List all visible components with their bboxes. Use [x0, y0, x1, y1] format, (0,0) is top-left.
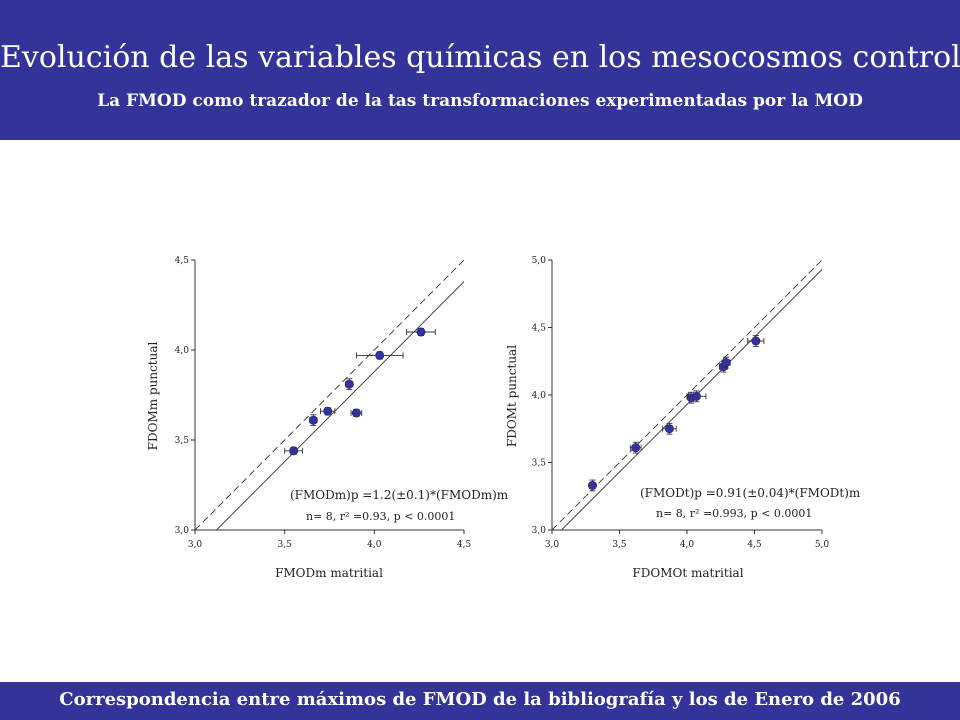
chart-left-x-tick-label: 3,5	[278, 540, 293, 550]
chart-right-marker	[664, 424, 674, 434]
chart-left-marker	[375, 350, 385, 360]
chart-left-identity-line	[195, 260, 464, 530]
chart-left-xlabel: FMODm matritial	[275, 566, 383, 580]
page-title: Evolución de las variables químicas en l…	[0, 40, 960, 75]
chart-left-y-tick-label: 4,0	[175, 346, 190, 356]
chart-left-x-tick-label: 3,0	[188, 540, 203, 550]
header-banner: Evolución de las variables químicas en l…	[0, 0, 960, 140]
chart-right: FDOMOt matritial FDOMt punctual (FMODt)p…	[505, 256, 861, 580]
chart-right-point	[629, 441, 642, 454]
chart-right-marker	[631, 443, 641, 453]
chart-right-fit-line	[560, 269, 822, 530]
chart-left-equation: (FMODm)p =1.2(±0.1)*(FMODm)m	[290, 488, 509, 502]
chart-right-y-tick-label: 4,0	[532, 391, 547, 401]
chart-left-marker	[351, 408, 361, 418]
chart-left-ylabel: FDOMm punctual	[146, 342, 160, 451]
chart-left-x-tick-label: 4,0	[367, 540, 382, 550]
chart-left: FMODm matritial FDOMm punctual (FMODm)p …	[146, 256, 509, 580]
footer-caption: Correspondencia entre máximos de FMOD de…	[59, 689, 901, 710]
chart-right-point	[721, 356, 731, 369]
chart-left-marker	[289, 446, 299, 456]
chart-left-point	[320, 406, 336, 416]
chart-right-marker	[751, 336, 761, 346]
chart-left-reference-lines	[195, 260, 464, 530]
chart-left-point	[308, 414, 318, 427]
page-subtitle: La FMOD como trazador de la tas transfor…	[97, 91, 863, 111]
chart-right-y-tick-label: 3,0	[532, 526, 547, 536]
chart-right-point	[662, 422, 677, 435]
chart-right-x-tick-label: 3,5	[612, 540, 627, 550]
chart-right-point	[587, 479, 597, 492]
chart-left-point	[344, 378, 354, 391]
chart-right-y-tick-label: 4,5	[532, 324, 547, 334]
chart-right-y-tick-label: 3,5	[532, 459, 547, 469]
chart-right-point	[686, 390, 707, 403]
chart-left-point	[355, 350, 404, 360]
chart-left-point	[284, 446, 304, 456]
chart-right-equation: (FMODt)p =0.91(±0.04)*(FMODt)m	[640, 486, 861, 500]
chart-right-point	[747, 335, 765, 347]
chart-left-marker	[323, 406, 333, 416]
chart-left-point	[350, 408, 363, 418]
chart-left-fit-line	[215, 281, 464, 530]
chart-right-stats: n= 8, r² =0.993, p < 0.0001	[656, 507, 812, 520]
chart-left-y-tick-label: 3,0	[175, 526, 190, 536]
chart-left-marker	[344, 379, 354, 389]
chart-left-x-tick-label: 4,5	[457, 540, 472, 550]
chart-left-y-tick-label: 4,5	[175, 256, 190, 266]
footer-banner: Correspondencia entre máximos de FMOD de…	[0, 682, 960, 720]
chart-right-ylabel: FDOMt punctual	[505, 345, 519, 447]
chart-right-x-tick-label: 4,0	[680, 540, 695, 550]
chart-right-marker	[587, 480, 597, 490]
chart-right-x-tick-label: 4,5	[747, 540, 762, 550]
chart-right-marker	[721, 358, 731, 368]
chart-left-marker	[416, 327, 426, 337]
chart-right-x-tick-label: 3,0	[545, 540, 560, 550]
chart-left-marker	[308, 415, 318, 425]
chart-right-x-tick-label: 5,0	[815, 540, 830, 550]
chart-left-stats: n= 8, r² =0.93, p < 0.0001	[306, 510, 455, 523]
chart-left-y-tick-label: 3,5	[175, 436, 190, 446]
chart-right-y-tick-label: 5,0	[532, 256, 547, 266]
chart-left-point	[406, 327, 436, 337]
chart-right-xlabel: FDOMOt matritial	[632, 566, 743, 580]
chart-right-marker	[691, 391, 701, 401]
